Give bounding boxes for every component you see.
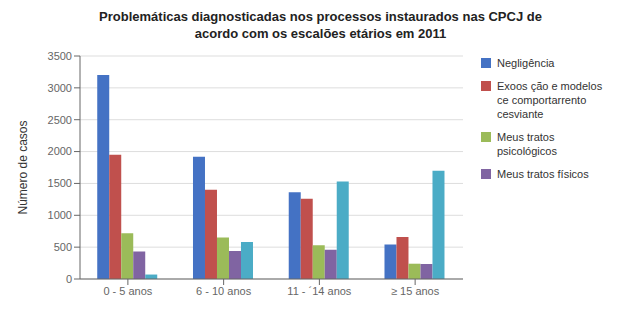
svg-text:11 - ´14 anos: 11 - ´14 anos <box>287 285 352 297</box>
html-text:Exoos ção e modelos ce comport: Exoos ção e modelos ce comportarrento ce… <box>497 80 603 120</box>
svg-text:≥ 15 anos: ≥ 15 anos <box>391 285 440 297</box>
svg-text:3500: 3500 <box>48 50 72 62</box>
svg-text:Número de casos: Número de casos <box>16 120 30 214</box>
html-text:Problemáticas diagnosticadas n: Problemáticas diagnosticadas nos process… <box>99 9 542 41</box>
html-text:Meus tratos psicológicos: Meus tratos psicológicos <box>497 131 557 157</box>
svg-text:2500: 2500 <box>48 114 72 126</box>
svg-text:6 - 10 anos: 6 - 10 anos <box>196 285 252 297</box>
svg-text:3000: 3000 <box>48 82 72 94</box>
html-text:Negligência: Negligência <box>497 57 555 69</box>
svg-text:2000: 2000 <box>48 145 72 157</box>
html-text:Meus tratos físicos: Meus tratos físicos <box>497 168 589 180</box>
svg-text:0 - 5 anos: 0 - 5 anos <box>103 285 152 297</box>
svg-text:1000: 1000 <box>48 209 72 221</box>
svg-text:1500: 1500 <box>48 177 72 189</box>
svg-text:500: 500 <box>54 241 72 253</box>
svg-text:0: 0 <box>66 273 72 285</box>
